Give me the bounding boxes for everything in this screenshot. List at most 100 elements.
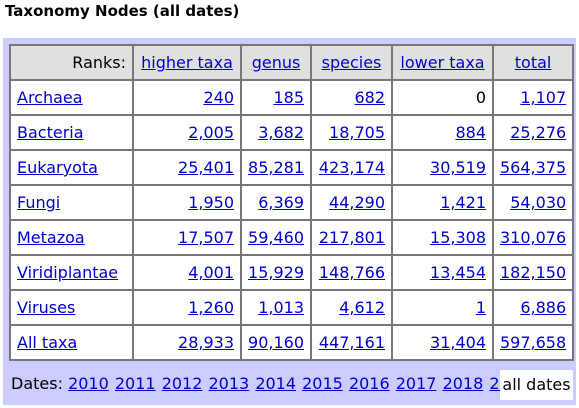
table-cell[interactable]: 1,260 <box>132 289 242 326</box>
table-cell[interactable]: 90,160 <box>240 324 312 361</box>
count-link[interactable]: 1,260 <box>188 298 234 317</box>
date-link-2018[interactable]: 2018 <box>442 374 484 393</box>
count-link[interactable]: 597,658 <box>500 333 567 352</box>
count-link[interactable]: 18,705 <box>329 123 385 142</box>
count-link[interactable]: 30,519 <box>430 158 486 177</box>
table-cell[interactable]: 1,950 <box>132 184 242 221</box>
date-link-2010[interactable]: 2010 <box>68 374 109 393</box>
row-name-cell[interactable]: Viruses <box>9 289 134 326</box>
date-link-2012[interactable]: 2012 <box>161 374 203 393</box>
table-cell[interactable]: 564,375 <box>491 149 575 186</box>
table-cell[interactable]: 182,150 <box>491 254 575 291</box>
count-link[interactable]: 182,150 <box>500 263 567 282</box>
date-link-2017[interactable]: 2017 <box>395 374 437 393</box>
count-link[interactable]: 15,308 <box>430 228 486 247</box>
table-cell[interactable]: 6,369 <box>240 184 312 221</box>
count-link[interactable]: 148,766 <box>318 263 385 282</box>
row-name-cell[interactable]: Eukaryota <box>9 149 134 186</box>
count-link[interactable]: 1 <box>475 298 486 317</box>
table-cell[interactable]: 54,030 <box>491 184 575 221</box>
count-link[interactable]: 564,375 <box>500 158 567 177</box>
count-link[interactable]: 185 <box>273 88 304 107</box>
table-cell[interactable]: 423,174 <box>310 149 393 186</box>
count-link[interactable]: 54,030 <box>510 193 567 212</box>
taxon-link-all-taxa[interactable]: All taxa <box>17 333 78 352</box>
count-link[interactable]: 240 <box>203 88 234 107</box>
table-cell[interactable]: 2,005 <box>132 114 242 151</box>
column-link-species[interactable]: species <box>321 53 382 72</box>
table-cell[interactable]: 17,507 <box>132 219 242 256</box>
table-cell[interactable]: 30,519 <box>391 149 494 186</box>
table-cell[interactable]: 217,801 <box>310 219 393 256</box>
column-link-lower-taxa[interactable]: lower taxa <box>400 53 485 72</box>
count-link[interactable]: 85,281 <box>248 158 304 177</box>
table-cell[interactable]: 310,076 <box>491 219 575 256</box>
table-cell[interactable]: 85,281 <box>240 149 312 186</box>
table-cell[interactable]: 25,401 <box>132 149 242 186</box>
count-link[interactable]: 423,174 <box>318 158 385 177</box>
table-cell[interactable]: 148,766 <box>310 254 393 291</box>
column-header-total[interactable]: total <box>491 44 575 81</box>
count-link[interactable]: 217,801 <box>318 228 385 247</box>
table-cell[interactable]: 185 <box>240 79 312 116</box>
table-cell[interactable]: 6,886 <box>491 289 575 326</box>
count-link[interactable]: 15,929 <box>248 263 304 282</box>
column-header-species[interactable]: species <box>310 44 393 81</box>
table-cell[interactable]: 59,460 <box>240 219 312 256</box>
taxon-link-bacteria[interactable]: Bacteria <box>17 123 84 142</box>
count-link[interactable]: 4,001 <box>188 263 234 282</box>
count-link[interactable]: 90,160 <box>248 333 304 352</box>
column-header-lower-taxa[interactable]: lower taxa <box>391 44 494 81</box>
table-cell[interactable]: 18,705 <box>310 114 393 151</box>
count-link[interactable]: 6,369 <box>258 193 304 212</box>
table-cell[interactable]: 1,107 <box>491 79 575 116</box>
count-link[interactable]: 4,612 <box>339 298 385 317</box>
row-name-cell[interactable]: Metazoa <box>9 219 134 256</box>
table-cell[interactable]: 1,013 <box>240 289 312 326</box>
table-cell[interactable]: 15,929 <box>240 254 312 291</box>
count-link[interactable]: 17,507 <box>178 228 234 247</box>
table-cell[interactable]: 31,404 <box>391 324 494 361</box>
count-link[interactable]: 682 <box>354 88 385 107</box>
count-link[interactable]: 447,161 <box>318 333 385 352</box>
table-cell[interactable]: 28,933 <box>132 324 242 361</box>
count-link[interactable]: 1,421 <box>440 193 486 212</box>
row-name-cell[interactable]: Archaea <box>9 79 134 116</box>
table-cell[interactable]: 447,161 <box>310 324 393 361</box>
row-name-cell[interactable]: Fungi <box>9 184 134 221</box>
table-cell[interactable]: 884 <box>391 114 494 151</box>
column-header-higher-taxa[interactable]: higher taxa <box>132 44 242 81</box>
table-cell[interactable]: 682 <box>310 79 393 116</box>
count-link[interactable]: 310,076 <box>500 228 567 247</box>
table-cell[interactable]: 3,682 <box>240 114 312 151</box>
taxon-link-fungi[interactable]: Fungi <box>17 193 61 212</box>
count-link[interactable]: 31,404 <box>430 333 486 352</box>
table-cell[interactable]: 44,290 <box>310 184 393 221</box>
date-link-2016[interactable]: 2016 <box>348 374 390 393</box>
taxon-link-viridiplantae[interactable]: Viridiplantae <box>17 263 119 282</box>
taxon-link-metazoa[interactable]: Metazoa <box>17 228 85 247</box>
count-link[interactable]: 59,460 <box>248 228 304 247</box>
count-link[interactable]: 3,682 <box>258 123 304 142</box>
count-link[interactable]: 6,886 <box>520 298 567 317</box>
table-cell[interactable]: 13,454 <box>391 254 494 291</box>
table-cell[interactable]: 15,308 <box>391 219 494 256</box>
date-link-2011[interactable]: 2011 <box>114 374 156 393</box>
column-link-genus[interactable]: genus <box>251 53 301 72</box>
count-link[interactable]: 28,933 <box>178 333 234 352</box>
date-link-2014[interactable]: 2014 <box>255 374 297 393</box>
column-link-higher-taxa[interactable]: higher taxa <box>141 53 233 72</box>
taxon-link-viruses[interactable]: Viruses <box>17 298 76 317</box>
row-name-cell[interactable]: Viridiplantae <box>9 254 134 291</box>
count-link[interactable]: 44,290 <box>329 193 385 212</box>
count-link[interactable]: 1,013 <box>258 298 304 317</box>
table-cell[interactable]: 4,612 <box>310 289 393 326</box>
date-link-2015[interactable]: 2015 <box>302 374 343 393</box>
count-link[interactable]: 25,401 <box>178 158 234 177</box>
table-cell[interactable]: 597,658 <box>491 324 575 361</box>
taxon-link-archaea[interactable]: Archaea <box>17 88 83 107</box>
taxon-link-eukaryota[interactable]: Eukaryota <box>17 158 98 177</box>
count-link[interactable]: 1,107 <box>520 88 567 107</box>
row-name-cell[interactable]: All taxa <box>9 324 134 361</box>
table-cell[interactable]: 25,276 <box>491 114 575 151</box>
